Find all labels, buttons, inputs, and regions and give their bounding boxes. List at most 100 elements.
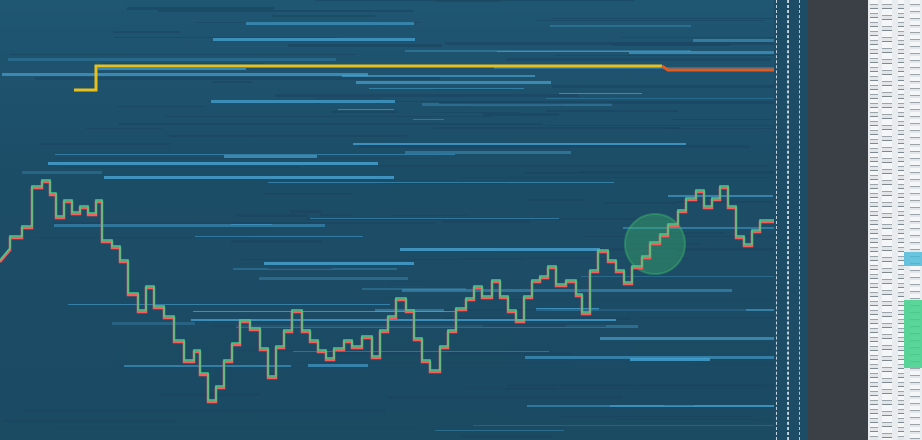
liquidity-band <box>315 0 634 1</box>
liquidity-band <box>507 384 774 387</box>
heatmap-canvas[interactable] <box>0 0 808 440</box>
liquidity-band <box>55 154 455 155</box>
liquidity-band <box>275 94 579 97</box>
liquidity-band <box>10 54 356 55</box>
liquidity-band <box>54 222 435 224</box>
liquidity-band <box>623 227 774 229</box>
liquidity-band <box>439 101 774 104</box>
axis-column <box>898 0 904 440</box>
dom-ladder[interactable] <box>774 0 808 440</box>
liquidity-band <box>660 232 725 234</box>
liquidity-band <box>8 58 336 61</box>
liquidity-bands <box>2 0 774 438</box>
yellow-level-line <box>74 64 662 92</box>
liquidity-band <box>483 113 559 116</box>
liquidity-band <box>362 288 466 290</box>
liquidity-band <box>2 73 368 76</box>
liquidity-band <box>402 289 732 292</box>
liquidity-band <box>338 109 394 110</box>
liquidity-band <box>405 151 571 154</box>
liquidity-band <box>413 119 444 120</box>
price-axis[interactable] <box>868 0 922 440</box>
liquidity-band <box>213 325 606 327</box>
liquidity-band <box>54 224 325 227</box>
liquidity-band <box>116 106 205 107</box>
liquidity-band <box>676 201 774 203</box>
liquidity-band <box>63 167 300 168</box>
liquidity-band <box>58 427 418 428</box>
liquidity-band <box>433 112 520 113</box>
liquidity-band <box>611 44 730 46</box>
liquidity-band <box>320 214 351 216</box>
liquidity-band <box>193 311 457 312</box>
axis-column <box>882 0 892 440</box>
liquidity-band <box>288 44 442 47</box>
liquidity-band <box>445 42 774 45</box>
liquidity-band <box>329 352 573 355</box>
liquidity-band <box>552 85 774 88</box>
price-line-group <box>0 179 774 404</box>
ladder-column <box>788 0 800 440</box>
liquidity-band <box>237 214 308 217</box>
liquidity-band <box>433 127 680 129</box>
liquidity-band <box>693 39 774 42</box>
liquidity-band <box>86 128 163 129</box>
liquidity-band <box>169 135 407 137</box>
liquidity-band <box>380 297 503 298</box>
liquidity-band <box>377 165 769 167</box>
liquidity-band <box>461 435 552 438</box>
liquidity-band <box>356 81 551 84</box>
liquidity-band <box>578 171 774 173</box>
liquidity-band <box>581 276 774 277</box>
axis-volume-marker <box>904 300 922 368</box>
liquidity-band <box>290 210 323 213</box>
separator-panel <box>808 0 868 440</box>
liquidity-band <box>527 405 774 407</box>
liquidity-band <box>268 268 332 269</box>
liquidity-band <box>39 143 171 145</box>
liquidity-band <box>231 240 322 243</box>
liquidity-band <box>114 37 337 38</box>
liquidity-band <box>113 31 180 33</box>
liquidity-band <box>379 183 508 184</box>
liquidity-band <box>434 89 511 90</box>
liquidity-band <box>561 416 755 417</box>
liquidity-band <box>665 128 774 129</box>
liquidity-band <box>23 409 386 412</box>
liquidity-band <box>610 405 774 407</box>
liquidity-band <box>525 356 774 359</box>
liquidity-band <box>452 299 774 300</box>
liquidity-band <box>331 111 398 113</box>
liquidity-band <box>268 182 614 183</box>
liquidity-band <box>308 364 368 367</box>
liquidity-band <box>630 358 710 361</box>
liquidity-band <box>559 93 642 94</box>
liquidity-band <box>259 277 408 280</box>
liquidity-band <box>353 143 686 145</box>
liquidity-band <box>158 10 414 12</box>
liquidity-band <box>191 319 616 321</box>
liquidity-band <box>388 281 427 282</box>
liquidity-band <box>68 304 390 305</box>
liquidity-band <box>369 88 524 89</box>
liquidity-band <box>315 98 381 99</box>
heatmap-panel[interactable] <box>0 0 808 440</box>
liquidity-band <box>422 103 612 106</box>
liquidity-band <box>462 258 688 259</box>
liquidity-band <box>495 299 530 300</box>
liquidity-band <box>195 236 363 237</box>
liquidity-band <box>600 337 774 340</box>
liquidity-band <box>435 430 564 431</box>
liquidity-band <box>124 365 291 367</box>
liquidity-band <box>387 396 623 399</box>
liquidity-band <box>466 388 774 389</box>
liquidity-band <box>546 110 678 112</box>
axis-column <box>910 0 920 440</box>
liquidity-band <box>546 125 774 126</box>
liquidity-band <box>307 218 672 220</box>
liquidity-band <box>460 177 774 178</box>
liquidity-band <box>483 324 566 327</box>
liquidity-band <box>310 218 559 219</box>
liquidity-band <box>581 236 774 237</box>
axis-column <box>870 0 878 440</box>
